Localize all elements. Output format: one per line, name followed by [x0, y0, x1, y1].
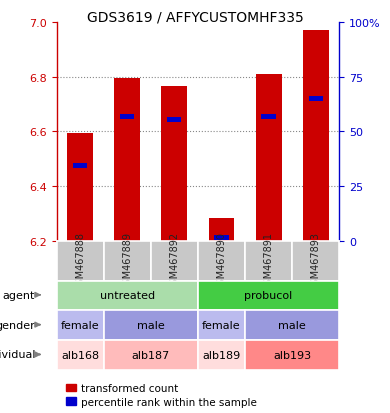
- Text: male: male: [278, 320, 306, 330]
- Text: agent: agent: [3, 290, 35, 300]
- Text: alb189: alb189: [202, 350, 241, 360]
- Text: GDS3619 / AFFYCUSTOMHF335: GDS3619 / AFFYCUSTOMHF335: [87, 10, 303, 24]
- Text: alb168: alb168: [61, 350, 99, 360]
- Text: gender: gender: [0, 320, 35, 330]
- Text: female: female: [202, 320, 241, 330]
- Bar: [215, 235, 229, 240]
- Legend: transformed count, percentile rank within the sample: transformed count, percentile rank withi…: [62, 380, 261, 411]
- Text: GSM467891: GSM467891: [264, 232, 274, 291]
- Bar: [303, 31, 329, 242]
- Text: male: male: [137, 320, 165, 330]
- Bar: [256, 75, 282, 242]
- Bar: [161, 87, 187, 242]
- Text: female: female: [61, 320, 99, 330]
- Text: GSM467890: GSM467890: [216, 232, 227, 291]
- Bar: [209, 218, 234, 242]
- Bar: [261, 115, 276, 120]
- Bar: [67, 133, 93, 242]
- Bar: [114, 79, 140, 242]
- Text: individual: individual: [0, 349, 35, 360]
- Text: alb187: alb187: [132, 350, 170, 360]
- Text: untreated: untreated: [100, 291, 155, 301]
- Text: GSM467892: GSM467892: [169, 232, 179, 291]
- Text: GSM467888: GSM467888: [75, 232, 85, 291]
- Bar: [120, 115, 135, 120]
- Text: GSM467893: GSM467893: [311, 232, 321, 291]
- Bar: [308, 97, 323, 102]
- Bar: [167, 117, 181, 122]
- Text: GSM467889: GSM467889: [122, 232, 132, 291]
- Text: alb193: alb193: [273, 350, 311, 360]
- Text: probucol: probucol: [245, 291, 293, 301]
- Bar: [73, 164, 87, 169]
